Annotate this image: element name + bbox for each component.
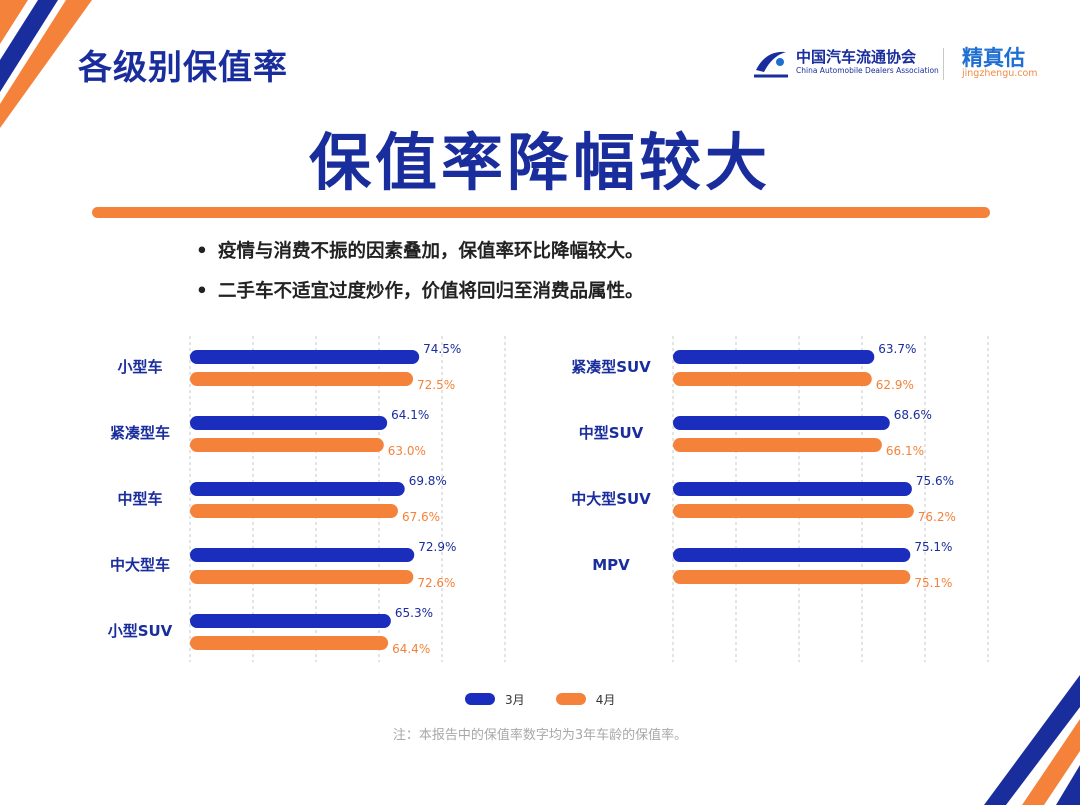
bar-march xyxy=(190,416,388,430)
bar-april xyxy=(673,504,914,518)
legend-swatch-march xyxy=(465,693,495,705)
bar-april xyxy=(673,372,872,386)
brand-name: 精真估 xyxy=(962,46,1025,70)
category-label: 小型车 xyxy=(117,358,162,376)
logo-divider xyxy=(943,48,944,80)
value-label-march: 65.3% xyxy=(395,606,433,620)
corner-stripes-bottom-right xyxy=(984,675,1080,805)
bullet-item: • 疫情与消费不振的因素叠加，保值率环比降幅较大。 xyxy=(196,232,644,272)
chart-legend: 3月 4月 xyxy=(465,690,641,708)
association-name-cn: 中国汽车流通协会 xyxy=(796,48,917,66)
legend-label-march: 3月 xyxy=(505,692,525,707)
value-label-march: 63.7% xyxy=(878,342,916,356)
value-label-march: 75.1% xyxy=(914,540,952,554)
category-label: 中型车 xyxy=(117,490,162,508)
bar-april xyxy=(190,636,389,650)
legend-item-april: 4月 xyxy=(555,691,616,708)
bar-march xyxy=(673,548,911,562)
bar-march xyxy=(190,614,391,628)
cada-logo-icon xyxy=(754,51,788,78)
category-label: MPV xyxy=(592,556,630,574)
page-title: 各级别保值率 xyxy=(78,48,288,88)
brand-url: jingzhengu.com xyxy=(962,68,1038,79)
bar-march xyxy=(190,482,405,496)
main-heading: 保值率降幅较大 xyxy=(308,126,771,199)
bullet-dot: • xyxy=(196,281,208,302)
bar-march xyxy=(190,548,415,562)
value-label-april: 64.4% xyxy=(392,642,430,656)
bullet-list: • 疫情与消费不振的因素叠加，保值率环比降幅较大。 • 二手车不适宜过度炒作，价值将… xyxy=(196,232,644,312)
bar-march xyxy=(673,482,912,496)
bar-april xyxy=(673,570,911,584)
category-label: 中大型车 xyxy=(110,556,170,574)
association-name-en: China Automobile Dealers Association xyxy=(796,66,939,75)
value-label-april: 76.2% xyxy=(918,510,956,524)
category-label: 小型SUV xyxy=(108,622,173,640)
footnote: 注：本报告中的保值率数字均为3年车龄的保值率。 xyxy=(392,728,688,743)
category-label: 中型SUV xyxy=(579,424,644,442)
bar-april xyxy=(190,372,414,386)
value-label-april: 75.1% xyxy=(914,576,952,590)
bullet-text: 疫情与消费不振的因素叠加，保值率环比降幅较大。 xyxy=(218,241,644,262)
bar-april xyxy=(190,504,398,518)
category-label: 中大型SUV xyxy=(571,490,651,508)
accent-divider-bar xyxy=(92,207,990,218)
value-label-march: 64.1% xyxy=(391,408,429,422)
legend-item-march: 3月 xyxy=(465,691,525,708)
value-label-march: 69.8% xyxy=(409,474,447,488)
value-label-april: 72.5% xyxy=(417,378,455,392)
bullet-item: • 二手车不适宜过度炒作，价值将回归至消费品属性。 xyxy=(196,272,644,312)
corner-stripes-top-left xyxy=(0,0,92,128)
value-label-march: 68.6% xyxy=(894,408,932,422)
bar-april xyxy=(190,570,414,584)
value-label-april: 62.9% xyxy=(876,378,914,392)
bar-march xyxy=(190,350,420,364)
bar-april xyxy=(190,438,384,452)
value-label-april: 72.6% xyxy=(417,576,455,590)
legend-swatch-april xyxy=(555,693,586,705)
value-label-march: 72.9% xyxy=(418,540,456,554)
value-label-april: 66.1% xyxy=(886,444,924,458)
bullet-text: 二手车不适宜过度炒作，价值将回归至消费品属性。 xyxy=(218,281,644,302)
category-label: 紧凑型车 xyxy=(110,424,170,442)
value-label-march: 74.5% xyxy=(423,342,461,356)
bar-march xyxy=(673,350,875,364)
bar-april xyxy=(673,438,882,452)
category-label: 紧凑型SUV xyxy=(571,358,651,376)
bar-march xyxy=(673,416,890,430)
legend-label-april: 4月 xyxy=(595,692,616,707)
bullet-dot: • xyxy=(196,241,208,262)
value-label-april: 67.6% xyxy=(402,510,440,524)
logo-block: 中国汽车流通协会 China Automobile Dealers Associ… xyxy=(752,44,1052,84)
value-label-april: 63.0% xyxy=(388,444,426,458)
value-label-march: 75.6% xyxy=(916,474,954,488)
